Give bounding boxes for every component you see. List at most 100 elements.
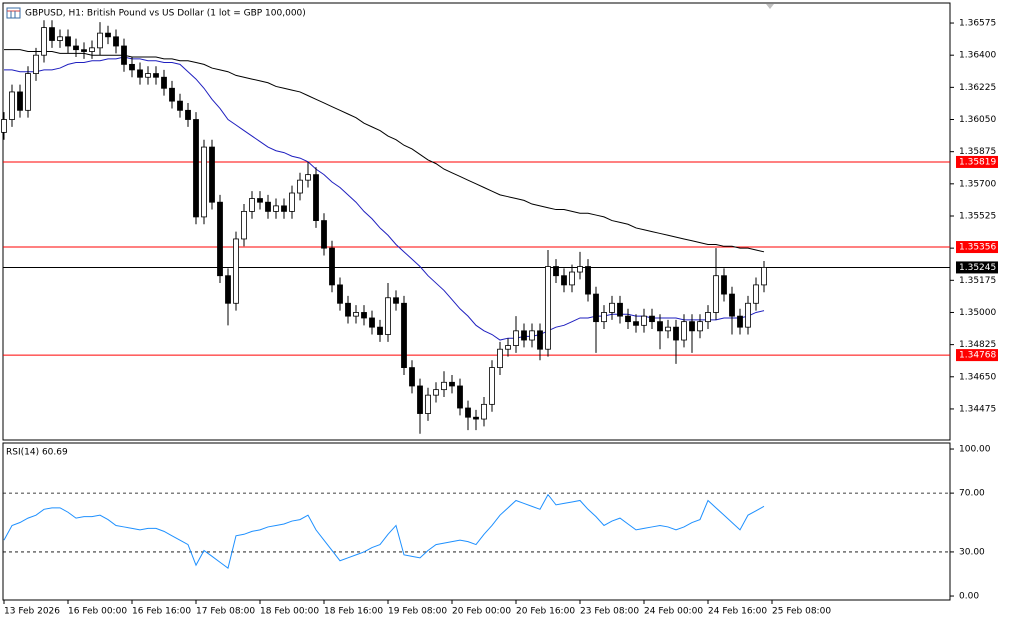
candle-body xyxy=(121,45,127,65)
y-tick-label: 1.36400 xyxy=(959,51,996,61)
candle-body xyxy=(369,317,375,328)
x-tick-label: 23 Feb 08:00 xyxy=(580,607,639,617)
candle-body xyxy=(737,315,743,328)
rsi-y-tick-label: 0.00 xyxy=(959,592,979,602)
candle-body xyxy=(673,326,679,341)
candle-body xyxy=(729,293,735,317)
moving-average xyxy=(4,49,765,253)
x-tick-label: 19 Feb 08:00 xyxy=(388,607,447,617)
x-tick-label: 18 Feb 00:00 xyxy=(260,607,319,617)
price-level-label: 1.34768 xyxy=(959,351,996,361)
candle-body xyxy=(553,266,559,277)
main-panel xyxy=(2,2,951,441)
candle-body xyxy=(73,45,79,51)
price-level-label: 1.35356 xyxy=(959,243,996,253)
candle-body xyxy=(417,385,423,414)
candle-body xyxy=(529,330,535,341)
candle-body xyxy=(273,205,279,212)
shift-marker xyxy=(766,4,774,9)
candle-body xyxy=(113,36,119,47)
candle-body xyxy=(689,321,695,332)
candle-body xyxy=(649,315,655,323)
candle-body xyxy=(465,407,471,418)
candle-body xyxy=(17,91,23,111)
candle-body xyxy=(721,275,727,295)
symbol-icon xyxy=(6,7,21,19)
candle-body xyxy=(753,284,759,304)
candle-body xyxy=(97,32,103,49)
rsi-y-tick-label: 70.00 xyxy=(959,489,985,499)
price-level-box xyxy=(956,241,998,254)
candle-body xyxy=(401,302,407,368)
price-level-label: 1.35245 xyxy=(959,263,996,273)
candle-body xyxy=(409,367,415,387)
price-level-box xyxy=(956,261,998,274)
candle-body xyxy=(377,326,383,335)
candle-body xyxy=(761,267,767,286)
candle-body xyxy=(321,220,327,249)
candle-body xyxy=(41,27,47,56)
candle-body xyxy=(241,210,247,240)
x-tick-label: 20 Feb 16:00 xyxy=(516,607,575,617)
candle-body xyxy=(193,119,199,218)
candle-body xyxy=(713,275,719,313)
candle-body xyxy=(305,174,311,181)
candle-body xyxy=(225,275,231,304)
candle-body xyxy=(313,174,319,221)
y-tick-label: 1.34650 xyxy=(959,372,996,382)
candle-body xyxy=(353,312,359,317)
y-tick-label: 1.35875 xyxy=(959,147,996,157)
candle-body xyxy=(217,201,223,277)
candle-body xyxy=(497,348,503,368)
y-tick-label: 1.35525 xyxy=(959,211,996,221)
candle-body xyxy=(657,321,663,332)
candle-body xyxy=(593,293,599,323)
x-tick-label: 16 Feb 00:00 xyxy=(68,607,127,617)
candle-body xyxy=(665,326,671,332)
rsi-y-tick-label: 30.00 xyxy=(959,547,985,557)
candle-body xyxy=(521,330,527,341)
candle-body xyxy=(329,247,335,286)
candle-body xyxy=(65,36,71,47)
candle-body xyxy=(473,416,479,420)
candle-body xyxy=(169,87,175,102)
candle-body xyxy=(393,297,399,304)
candle-body xyxy=(281,205,287,212)
candle-body xyxy=(89,47,95,52)
candle-body xyxy=(1,119,7,133)
price-level-label: 1.35819 xyxy=(959,157,996,167)
candle-body xyxy=(337,284,343,304)
y-tick-label: 1.35700 xyxy=(959,179,996,189)
candle-body xyxy=(697,321,703,332)
candle-body xyxy=(609,302,615,313)
rsi-title: RSI(14) 60.69 xyxy=(6,448,68,458)
chart-title: GBPUSD, H1: British Pound vs US Dollar (… xyxy=(25,9,306,19)
candle-body xyxy=(585,266,591,295)
x-tick-label: 24 Feb 16:00 xyxy=(708,607,767,617)
candle-body xyxy=(425,394,431,414)
candle-body xyxy=(481,403,487,420)
candle-body xyxy=(49,27,55,41)
candle-body xyxy=(345,302,351,317)
candle-body xyxy=(745,302,751,328)
candle-body xyxy=(185,109,191,120)
candle-body xyxy=(137,69,143,78)
candle-body xyxy=(617,302,623,317)
candle-body xyxy=(441,381,447,391)
y-tick-label: 1.36575 xyxy=(959,19,996,29)
candle-body xyxy=(57,36,63,41)
y-tick-label: 1.36050 xyxy=(959,115,996,125)
candle-body xyxy=(105,32,111,38)
candle-body xyxy=(297,179,303,194)
candle-body xyxy=(129,63,135,71)
candle-body xyxy=(209,146,215,203)
candle-body xyxy=(177,100,183,111)
candle-body xyxy=(561,275,567,286)
candle-body xyxy=(681,321,687,341)
x-tick-label: 20 Feb 00:00 xyxy=(452,607,511,617)
candle-body xyxy=(601,312,607,323)
candle-body xyxy=(577,266,583,273)
rsi-panel xyxy=(2,442,951,601)
x-tick-label: 17 Feb 08:00 xyxy=(196,607,255,617)
